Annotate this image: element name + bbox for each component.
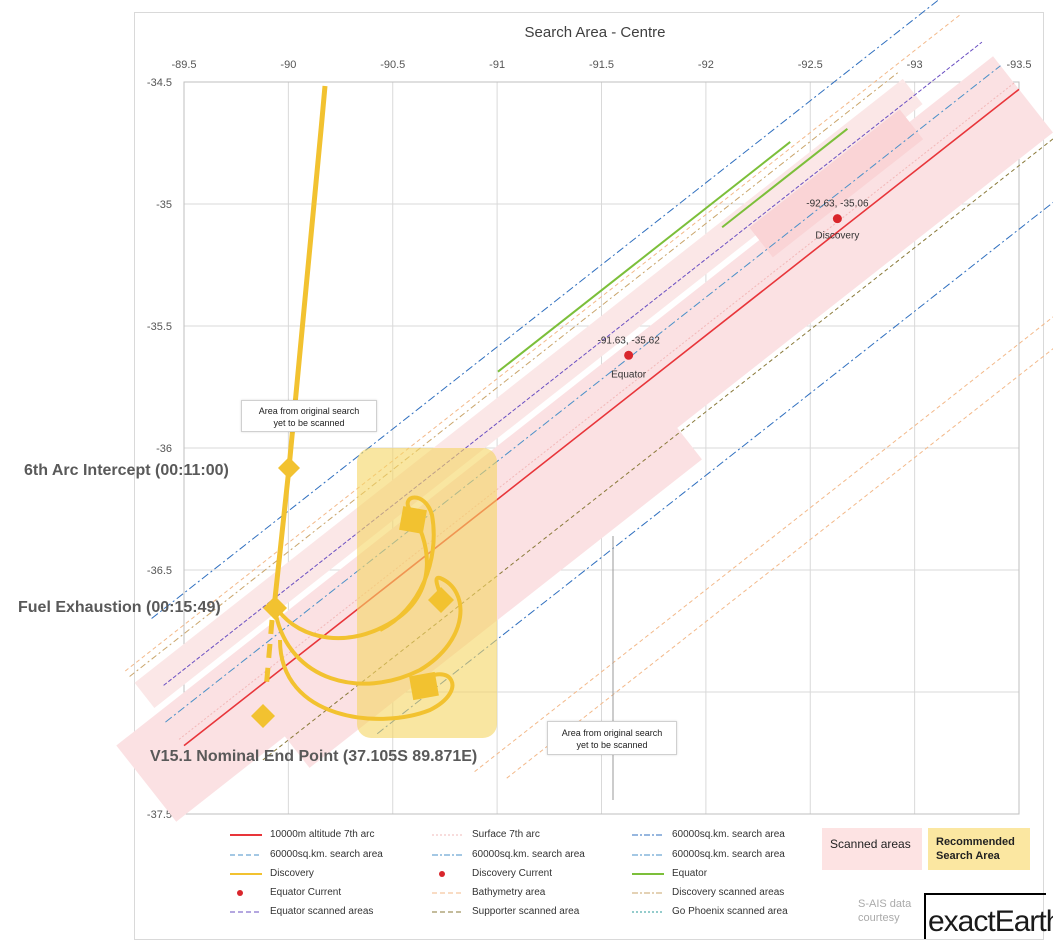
legend-item-label: 60000sq.km. search area bbox=[472, 849, 585, 860]
y-tick-label: -35.5 bbox=[147, 321, 172, 333]
legend-item-label: Equator scanned areas bbox=[270, 906, 374, 917]
marker-6th-arc bbox=[278, 457, 300, 479]
trajectory-loop-3 bbox=[278, 639, 455, 721]
marker-fuel-exhaustion bbox=[263, 596, 287, 620]
marker-square-2 bbox=[428, 587, 454, 613]
scanned-areas-box: Scanned areas bbox=[822, 828, 922, 870]
credit-text: S-AIS data courtesy bbox=[858, 897, 911, 925]
note-upper-line2: yet to be scanned bbox=[273, 418, 345, 428]
trajectory-main bbox=[271, 85, 328, 609]
legend-item-label: Go Phoenix scanned area bbox=[672, 906, 788, 917]
logo-text: exactEarth bbox=[928, 905, 1053, 938]
y-tick-label: -37.5 bbox=[147, 809, 172, 821]
bathymetry-line-upper bbox=[124, 14, 961, 672]
x-tick-label: -91 bbox=[489, 59, 505, 71]
equator-track-2 bbox=[497, 141, 791, 373]
chart-title: Search Area - Centre bbox=[524, 24, 666, 41]
scanned-band-upper bbox=[134, 78, 923, 708]
chart-frame bbox=[134, 12, 1044, 940]
x-tick-label: -92 bbox=[698, 59, 714, 71]
y-tick-label: -36.5 bbox=[147, 565, 172, 577]
legend-item-label: 10000m altitude 7th arc bbox=[270, 829, 375, 840]
marker-end-point bbox=[251, 704, 275, 728]
x-tick-label: -93.5 bbox=[1006, 59, 1031, 71]
note-lower-line2: yet to be scanned bbox=[576, 740, 648, 750]
legend-item-label: Supporter scanned area bbox=[472, 906, 580, 917]
annotation-fuel-exhaustion: Fuel Exhaustion (00:15:49) bbox=[18, 599, 221, 616]
scanned-areas-label: Scanned areas bbox=[830, 837, 911, 851]
point-label-discovery: -92.63, -35.06 bbox=[806, 199, 869, 210]
plot-border bbox=[183, 81, 1020, 815]
recommended-area-label: Recommended Search Area bbox=[936, 836, 1015, 862]
legend-item-label: Discovery bbox=[270, 868, 314, 879]
scanned-band-discovery bbox=[749, 109, 924, 258]
x-tick-label: -93 bbox=[907, 59, 923, 71]
note-lower-line1: Area from original search bbox=[561, 728, 663, 738]
point-discovery bbox=[832, 214, 842, 224]
legend-swatch bbox=[237, 890, 243, 896]
legend-item-label: Discovery Current bbox=[472, 868, 553, 879]
point-label-equator: -91.63, -35.62 bbox=[598, 335, 661, 346]
x-tick-label: -89.5 bbox=[171, 59, 196, 71]
bathymetry-line-lower-2 bbox=[506, 348, 1053, 779]
discovery-scanned-line bbox=[129, 72, 899, 677]
annotation-end-point: V15.1 Nominal End Point (37.105S 89.871E… bbox=[150, 748, 478, 765]
recommended-search-area bbox=[357, 448, 497, 738]
marker-square-3 bbox=[409, 671, 439, 701]
x-tick-label: -91.5 bbox=[589, 59, 614, 71]
note-box-upper: Area from original search yet to be scan… bbox=[241, 400, 377, 432]
credit-line1: S-AIS data bbox=[858, 898, 912, 910]
bathymetry-line-lower bbox=[474, 316, 1053, 773]
trajectory-dashed bbox=[263, 619, 275, 691]
point-equator bbox=[624, 350, 634, 360]
legend-item-label: 60000sq.km. search area bbox=[672, 849, 785, 860]
legend-item-label: Equator bbox=[672, 868, 708, 879]
credit-line2: courtesy bbox=[858, 912, 900, 924]
note-upper-line1: Area from original search bbox=[258, 406, 360, 416]
x-tick-label: -90.5 bbox=[380, 59, 405, 71]
annotation-6th-arc: 6th Arc Intercept (00:11:00) bbox=[24, 462, 229, 479]
search-area-line-inner bbox=[165, 65, 1001, 723]
legend-item-label: Equator Current bbox=[270, 887, 342, 898]
marker-square-1 bbox=[399, 506, 427, 534]
point-caption-equator: Equator bbox=[611, 369, 647, 380]
y-tick-label: -35 bbox=[156, 199, 172, 211]
y-tick-label: -34.5 bbox=[147, 77, 172, 89]
note-box-lower: Area from original search yet to be scan… bbox=[547, 721, 677, 755]
x-tick-label: -92.5 bbox=[798, 59, 823, 71]
y-tick-label: -36 bbox=[156, 443, 172, 455]
legend-item-label: Discovery scanned areas bbox=[672, 887, 785, 898]
point-caption-discovery: Discovery bbox=[815, 231, 859, 242]
equator-track bbox=[721, 128, 849, 229]
legend-item-label: 60000sq.km. search area bbox=[672, 829, 785, 840]
legend-item-label: Surface 7th arc bbox=[472, 829, 540, 840]
exactearth-logo: exactEarth® bbox=[924, 893, 1053, 939]
x-tick-label: -90 bbox=[280, 59, 296, 71]
recommended-area-box: Recommended Search Area bbox=[928, 828, 1030, 870]
legend-item-label: Bathymetry area bbox=[472, 887, 546, 898]
legend-item-label: 60000sq.km. search area bbox=[270, 849, 383, 860]
equator-scanned-line bbox=[163, 41, 983, 686]
scanned-band-main bbox=[116, 56, 1053, 822]
trajectory-loop-2 bbox=[274, 575, 463, 686]
surface-arc-line bbox=[178, 82, 1015, 740]
legend-swatch bbox=[439, 871, 445, 877]
